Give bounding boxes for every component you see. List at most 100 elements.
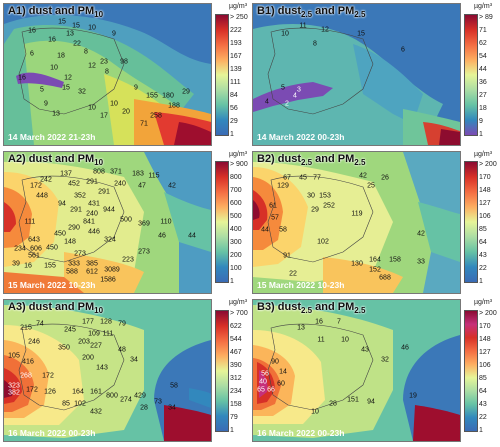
station-value: 164 (369, 256, 381, 264)
station-value: 240 (86, 210, 98, 218)
station-value: 102 (317, 238, 329, 246)
panel-title: B1) dust2.5 and PM2.5 (257, 5, 366, 20)
colorbar-tick: > 250 (230, 14, 248, 21)
station-value: 126 (44, 388, 56, 396)
panel-date: 16 March 2022 00-23h (8, 428, 96, 438)
station-value: 28 (329, 400, 337, 408)
station-value: 177 (82, 318, 94, 326)
colorbar-tick: 62 (479, 40, 487, 47)
station-value: 153 (319, 192, 331, 200)
station-value: 143 (96, 364, 108, 372)
colorbar-tick: 71 (479, 27, 487, 34)
station-value: 111 (102, 330, 114, 338)
station-value: 43 (361, 346, 369, 354)
colorbar-a3 (215, 310, 229, 432)
station-value: 48 (118, 346, 126, 354)
colorbar-unit: µg/m³ (229, 151, 248, 158)
station-value: 240 (114, 180, 126, 188)
colorbar-tick: 1 (479, 427, 483, 434)
colorbar-tick: 300 (230, 239, 242, 246)
map-panel-a3: A3) dust and PM10 16 March 2022 00-23h 2… (3, 299, 212, 442)
colorbar-tick: 127 (479, 349, 491, 356)
station-value: 944 (103, 206, 115, 214)
station-value: 58 (170, 382, 178, 390)
station-value: 161 (90, 388, 102, 396)
map-panel-b1: B1) dust2.5 and PM2.5 14 March 2022 00-2… (252, 3, 461, 146)
station-value: 273 (138, 248, 150, 256)
colorbar-tick: 1 (230, 131, 234, 138)
colorbar-tick: 500 (230, 213, 242, 220)
station-value: 94 (367, 398, 375, 406)
station-value: 129 (277, 182, 289, 190)
station-value: 9 (44, 100, 48, 108)
colorbar-unit: µg/m³ (229, 299, 248, 306)
station-value: 10 (50, 64, 58, 72)
station-value: 74 (36, 320, 44, 328)
station-value: 291 (70, 206, 82, 214)
station-value: 10 (88, 24, 96, 32)
station-value: 643 (28, 236, 40, 244)
panel-title: B2) dust2.5 and PM2.5 (257, 153, 366, 168)
station-value: 18 (57, 52, 65, 60)
panel-title: B3) dust2.5 and PM2.5 (257, 301, 366, 316)
station-value: 8 (105, 68, 109, 76)
station-value: 3089 (104, 266, 120, 274)
station-value: 13 (66, 30, 74, 38)
station-value: 446 (88, 228, 100, 236)
station-value: 58 (279, 226, 287, 234)
station-value: 369 (138, 220, 150, 228)
map-panel-a1: A1) dust and PM10 14 March 2022 21-23h 1… (3, 3, 212, 146)
station-value: 57 (271, 214, 279, 222)
station-value: 14 (279, 368, 287, 376)
station-value: 17 (100, 112, 108, 120)
station-value: 688 (379, 274, 391, 282)
station-value: 8 (313, 40, 317, 48)
colorbar-tick: 700 (230, 187, 242, 194)
dust-concentration-map (4, 152, 211, 293)
station-value: 151 (347, 396, 359, 404)
station-value: 9 (112, 30, 116, 38)
colorbar-tick: 29 (230, 118, 238, 125)
station-value: 65 (257, 386, 265, 394)
station-value: 291 (98, 188, 110, 196)
colorbar-tick: 111 (230, 79, 241, 86)
station-value: 42 (417, 230, 425, 238)
station-value: 561 (28, 252, 40, 260)
colorbar-tick: 600 (230, 200, 242, 207)
station-value: 6 (30, 50, 34, 58)
colorbar-tick: 800 (230, 174, 242, 181)
station-value: 448 (36, 192, 48, 200)
colorbar-tick: 622 (230, 323, 242, 330)
station-value: 155 (146, 92, 158, 100)
station-value: 16 (28, 27, 36, 35)
colorbar-tick: 1 (230, 427, 234, 434)
station-value: 16 (48, 36, 56, 44)
station-value: 12 (88, 62, 96, 70)
colorbar-tick: 79 (230, 414, 238, 421)
panel-date: 15 March 2022 10-23h (8, 280, 96, 290)
colorbar-unit: µg/m³ (474, 299, 493, 306)
station-value: 10 (88, 104, 96, 112)
station-value: 29 (311, 206, 319, 214)
station-value: 77 (313, 174, 321, 182)
station-value: 500 (120, 216, 132, 224)
station-value: 15 (72, 22, 80, 30)
panel-date: 15 March 2022 10-23h (257, 280, 345, 290)
station-value: 452 (68, 180, 80, 188)
station-value: 258 (150, 112, 162, 120)
station-value: 44 (188, 232, 196, 240)
colorbar-tick: 36 (479, 79, 487, 86)
station-value: 183 (132, 170, 144, 178)
station-value: 42 (168, 182, 176, 190)
station-value: 6 (401, 46, 405, 54)
colorbar-tick: 44 (479, 66, 487, 73)
station-value: 273 (74, 250, 86, 258)
station-value: 60 (277, 380, 285, 388)
colorbar-tick: 158 (230, 401, 242, 408)
station-value: 109 (88, 330, 100, 338)
colorbar-tick: 43 (479, 401, 487, 408)
station-value: 800 (106, 392, 118, 400)
dust-concentration-map (253, 4, 460, 145)
station-value: 90 (271, 358, 279, 366)
station-value: 203 (78, 338, 90, 346)
